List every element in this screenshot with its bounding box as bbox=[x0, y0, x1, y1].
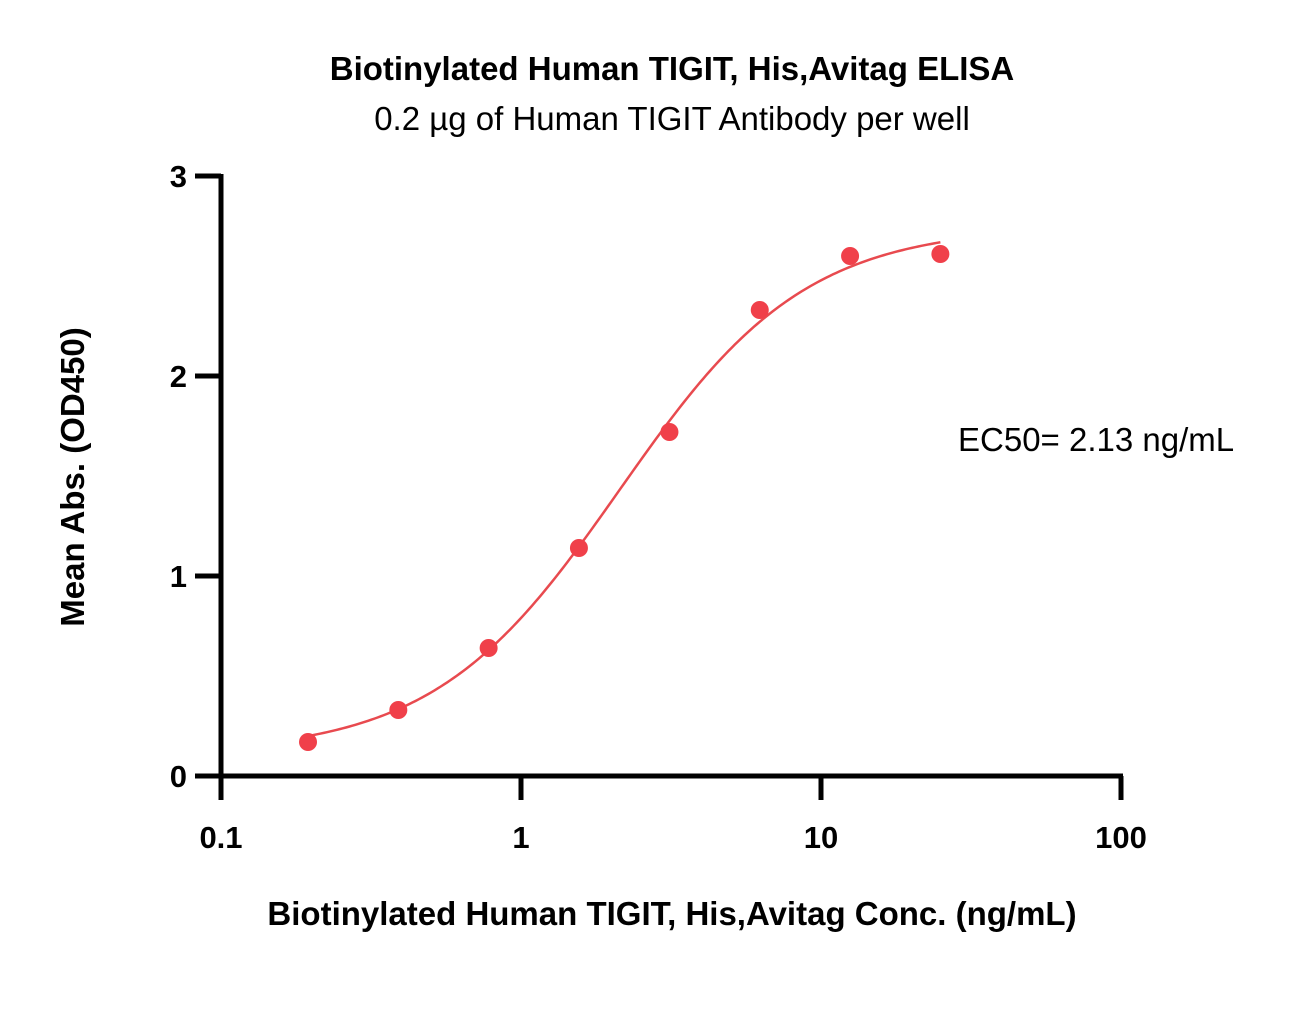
x-axis-ticks: 0.1 1 10 100 bbox=[199, 776, 1147, 855]
data-points bbox=[299, 245, 950, 751]
ec50-annotation: EC50= 2.13 ng/mL bbox=[958, 421, 1234, 458]
x-tick-label: 0.1 bbox=[199, 820, 242, 855]
data-point bbox=[569, 539, 588, 557]
data-point bbox=[931, 245, 950, 263]
y-tick-label: 1 bbox=[170, 559, 187, 594]
y-axis-ticks: 0 1 2 3 bbox=[170, 159, 221, 794]
y-tick-label: 2 bbox=[170, 359, 187, 394]
y-tick-label: 0 bbox=[170, 759, 187, 794]
data-point bbox=[750, 301, 769, 319]
x-axis-label: Biotinylated Human TIGIT, His,Avitag Con… bbox=[267, 895, 1076, 932]
x-tick-label: 1 bbox=[512, 820, 529, 855]
chart-title: Biotinylated Human TIGIT, His,Avitag ELI… bbox=[330, 50, 1015, 87]
y-axis-label: Mean Abs. (OD450) bbox=[54, 327, 91, 627]
data-point bbox=[841, 247, 860, 265]
data-point bbox=[389, 701, 408, 719]
x-tick-label: 10 bbox=[804, 820, 838, 855]
data-point bbox=[299, 733, 318, 751]
chart-subtitle: 0.2 µg of Human TIGIT Antibody per well bbox=[374, 100, 970, 137]
x-tick-label: 100 bbox=[1095, 820, 1147, 855]
data-point bbox=[479, 639, 498, 657]
axes bbox=[218, 174, 1123, 779]
fit-curve bbox=[307, 241, 941, 738]
y-tick-label: 3 bbox=[170, 159, 187, 194]
data-point bbox=[660, 423, 679, 441]
